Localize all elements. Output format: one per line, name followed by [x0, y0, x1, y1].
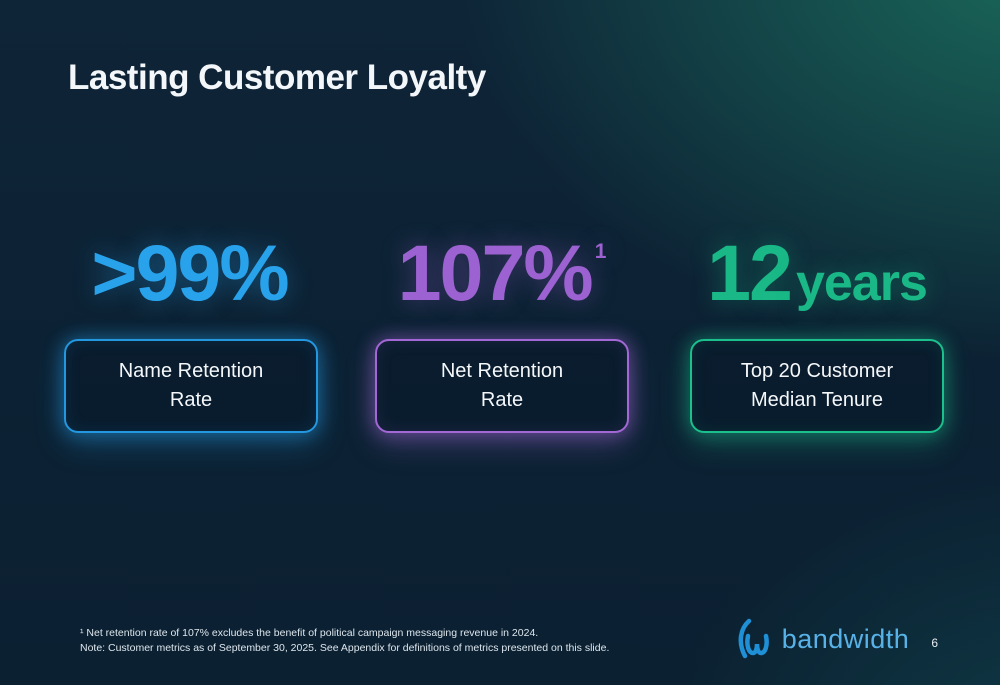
metric-value: 12 years: [690, 233, 944, 321]
metric-label-line2: Rate: [480, 389, 524, 411]
metric-value: >99%: [64, 233, 318, 321]
footnotes: ¹ Net retention rate of 107% excludes th…: [80, 626, 609, 656]
page-number: 6: [931, 636, 938, 650]
metric-value: 107% 1: [375, 233, 629, 321]
bandwidth-logo-icon: [736, 618, 772, 660]
metric-net-retention: 107% 1 Net Retention Rate: [375, 233, 629, 433]
metric-card: Top 20 Customer Median Tenure: [690, 339, 944, 433]
metric-label-line2: Median Tenure: [751, 389, 883, 411]
metric-card: Name Retention Rate: [64, 339, 318, 433]
page-title: Lasting Customer Loyalty: [68, 58, 486, 97]
metric-label-line1: Top 20 Customer: [740, 360, 894, 382]
metric-label-line2: Rate: [169, 389, 213, 411]
metric-card: Net Retention Rate: [375, 339, 629, 433]
metric-label-line1: Net Retention: [440, 360, 564, 382]
brand-name: bandwidth: [781, 623, 910, 654]
footer-brand: bandwidth 6: [736, 618, 938, 660]
metric-number: >99%: [91, 228, 289, 317]
footnote-line1: ¹ Net retention rate of 107% excludes th…: [80, 627, 539, 639]
metric-label-line1: Name Retention: [118, 360, 264, 382]
footnote-line2: Note: Customer metrics as of September 3…: [80, 642, 610, 654]
metric-superscript: 1: [594, 240, 607, 263]
metric-median-tenure: 12 years Top 20 Customer Median Tenure: [690, 233, 944, 433]
metric-unit: years: [795, 254, 928, 312]
metric-name-retention: >99% Name Retention Rate: [64, 233, 318, 433]
metric-number: 12: [707, 228, 793, 317]
metric-number: 107%: [397, 228, 594, 317]
